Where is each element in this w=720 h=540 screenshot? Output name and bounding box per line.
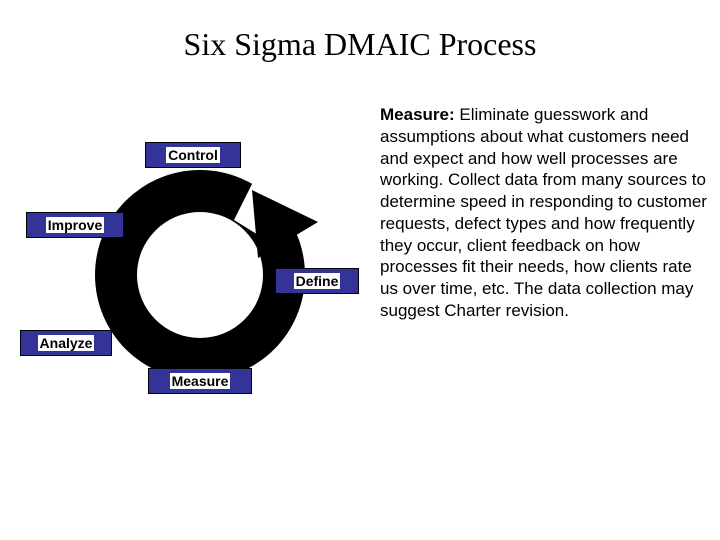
description-body: Eliminate guesswork and assumptions abou… <box>380 105 707 320</box>
node-improve: Improve <box>26 212 124 238</box>
node-label: Control <box>166 147 220 163</box>
node-control: Control <box>145 142 241 168</box>
description-term: Measure: <box>380 105 455 124</box>
node-define: Define <box>275 268 359 294</box>
node-label: Improve <box>46 217 104 233</box>
node-measure: Measure <box>148 368 252 394</box>
dmaic-cycle-diagram: Control Improve Define Analyze Measure <box>20 130 370 430</box>
node-label: Measure <box>170 373 231 389</box>
node-label: Analyze <box>38 335 95 351</box>
node-label: Define <box>294 273 341 289</box>
page: Six Sigma DMAIC Process Control Improve … <box>0 0 720 540</box>
page-title: Six Sigma DMAIC Process <box>0 26 720 63</box>
node-analyze: Analyze <box>20 330 112 356</box>
description-block: Measure: Eliminate guesswork and assumpt… <box>380 104 710 322</box>
